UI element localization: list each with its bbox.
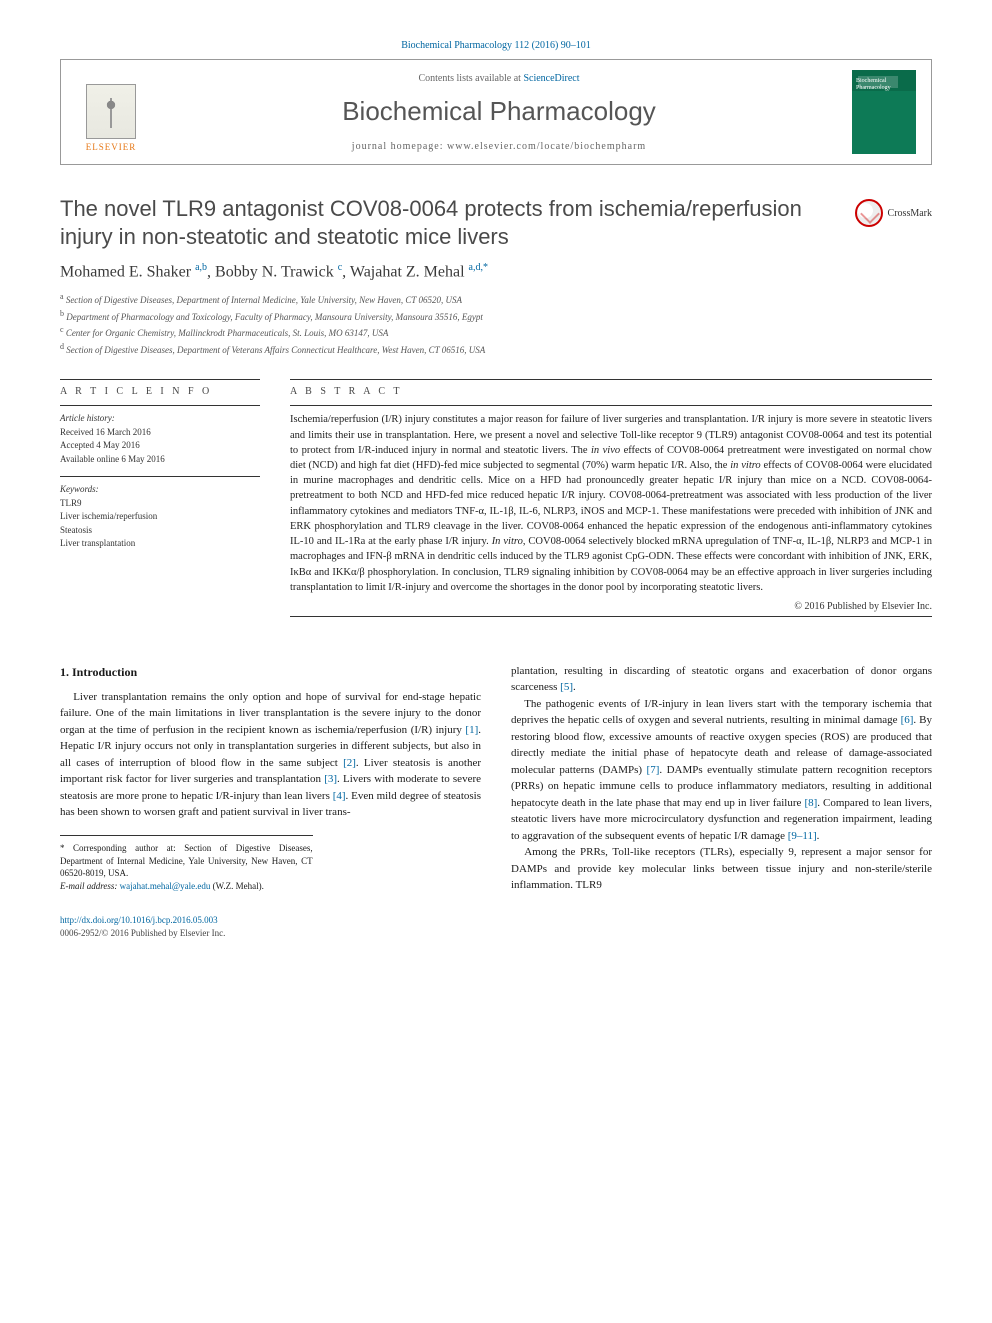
keywords-block: Keywords: TLR9Liver ischemia/reperfusion… — [60, 483, 260, 551]
doi-footer: http://dx.doi.org/10.1016/j.bcp.2016.05.… — [60, 914, 932, 939]
publisher-name: ELSEVIER — [86, 142, 137, 152]
cover-title: Biochemical Pharmacology — [856, 78, 916, 91]
affiliations: a Section of Digestive Diseases, Departm… — [60, 291, 932, 357]
authors-line: Mohamed E. Shaker a,b, Bobby N. Trawick … — [60, 262, 932, 281]
email-line: E-mail address: wajahat.mehal@yale.edu (… — [60, 880, 313, 893]
body-columns: 1. Introduction Liver transplantation re… — [60, 663, 932, 894]
article-title: The novel TLR9 antagonist COV08-0064 pro… — [60, 195, 835, 250]
corresponding-email[interactable]: wajahat.mehal@yale.edu — [120, 881, 211, 891]
publisher-logo[interactable]: ELSEVIER — [76, 72, 146, 152]
contents-available-line: Contents lists available at ScienceDirec… — [146, 73, 852, 84]
footnotes: * Corresponding author at: Section of Di… — [60, 835, 313, 892]
elsevier-tree-icon — [86, 84, 136, 139]
body-column-left: 1. Introduction Liver transplantation re… — [60, 663, 481, 894]
crossmark-icon — [855, 199, 883, 227]
abstract-column: A B S T R A C T Ischemia/reperfusion (I/… — [290, 373, 932, 623]
crossmark-badge[interactable]: CrossMark — [855, 199, 932, 227]
top-citation: Biochemical Pharmacology 112 (2016) 90–1… — [60, 40, 932, 51]
journal-homepage: journal homepage: www.elsevier.com/locat… — [146, 141, 852, 152]
issn-copyright: 0006-2952/© 2016 Published by Elsevier I… — [60, 928, 225, 938]
abstract-text: Ischemia/reperfusion (I/R) injury consti… — [290, 412, 932, 595]
intro-heading: 1. Introduction — [60, 663, 481, 681]
article-history: Article history: Received 16 March 2016A… — [60, 412, 260, 466]
doi-link[interactable]: http://dx.doi.org/10.1016/j.bcp.2016.05.… — [60, 915, 218, 925]
abstract-head: A B S T R A C T — [290, 386, 932, 397]
journal-cover-thumbnail[interactable]: Biochemical Pharmacology — [852, 70, 916, 154]
abstract-copyright: © 2016 Published by Elsevier Inc. — [290, 601, 932, 612]
sciencedirect-link[interactable]: ScienceDirect — [523, 73, 579, 84]
crossmark-label: CrossMark — [888, 208, 932, 219]
article-info-head: A R T I C L E I N F O — [60, 386, 260, 397]
corresponding-author-note: * Corresponding author at: Section of Di… — [60, 842, 313, 880]
journal-header: ELSEVIER Contents lists available at Sci… — [60, 59, 932, 165]
journal-name: Biochemical Pharmacology — [146, 96, 852, 127]
body-column-right: plantation, resulting in discarding of s… — [511, 663, 932, 894]
article-info-column: A R T I C L E I N F O Article history: R… — [60, 373, 260, 623]
homepage-url[interactable]: www.elsevier.com/locate/biochempharm — [447, 141, 646, 152]
